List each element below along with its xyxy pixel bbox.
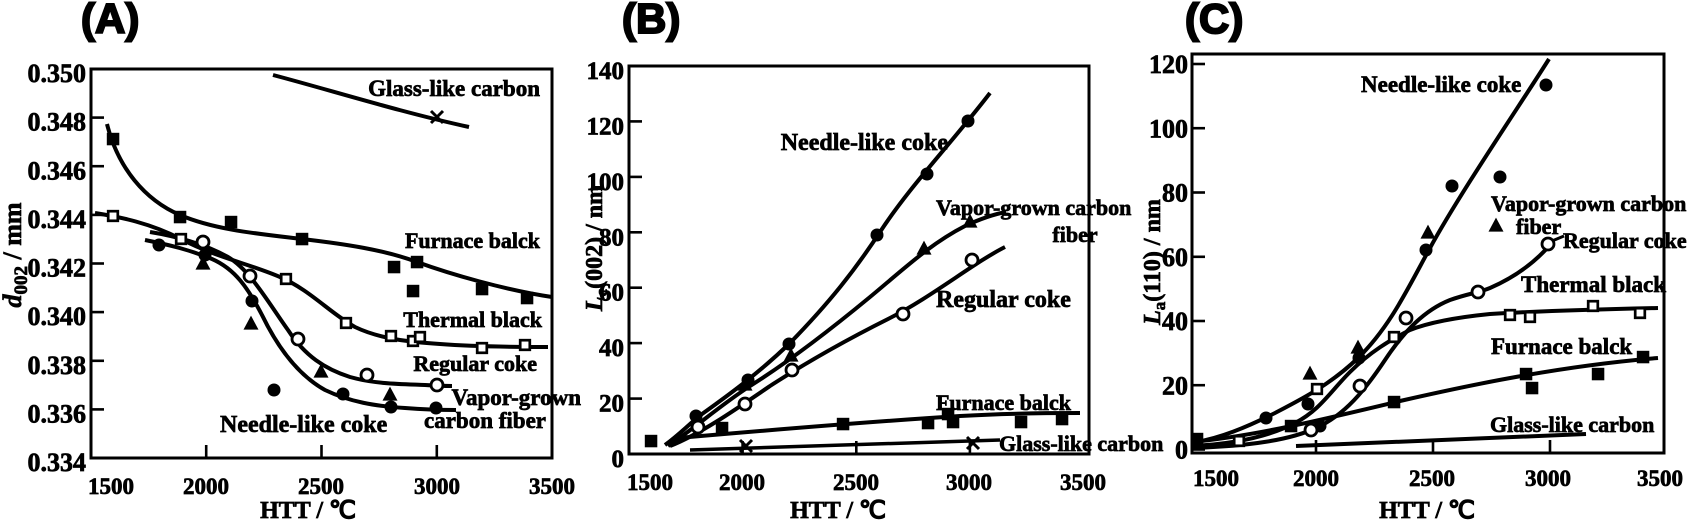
svg-text:3500: 3500 xyxy=(1637,466,1683,491)
svg-text:80: 80 xyxy=(1162,179,1188,208)
svg-text:2500: 2500 xyxy=(298,474,344,499)
svg-text:Vapor-grown carbon: Vapor-grown carbon xyxy=(936,195,1131,220)
svg-text:2000: 2000 xyxy=(719,470,765,495)
svg-text:Regular coke: Regular coke xyxy=(1563,228,1687,253)
svg-text:100: 100 xyxy=(587,169,625,196)
svg-text:Vapor-grown: Vapor-grown xyxy=(452,385,582,410)
svg-text:Thermal black: Thermal black xyxy=(403,307,542,332)
svg-text:0.346: 0.346 xyxy=(28,156,87,185)
svg-text:Lc(002) / nm: Lc(002) / nm xyxy=(582,185,611,312)
svg-text:fiber: fiber xyxy=(1516,214,1561,239)
svg-text:20: 20 xyxy=(1162,371,1188,400)
svg-text:Glass-like carbon: Glass-like carbon xyxy=(368,76,540,101)
svg-text:Furnace balck: Furnace balck xyxy=(405,228,541,253)
svg-text:0.350: 0.350 xyxy=(28,59,87,88)
svg-text:Vapor-grown carbon: Vapor-grown carbon xyxy=(1491,191,1686,216)
svg-text:60: 60 xyxy=(1162,243,1188,272)
svg-text:3500: 3500 xyxy=(1060,470,1106,495)
svg-text:2000: 2000 xyxy=(183,474,229,499)
svg-text:0.340: 0.340 xyxy=(28,302,87,331)
svg-text:3000: 3000 xyxy=(946,470,992,495)
svg-text:carbon fiber: carbon fiber xyxy=(424,408,546,433)
svg-text:Thermal black: Thermal black xyxy=(1521,272,1666,297)
svg-text:0: 0 xyxy=(1175,436,1188,465)
svg-text:100: 100 xyxy=(1149,114,1188,143)
svg-text:0.344: 0.344 xyxy=(28,205,87,234)
svg-text:d002 / mm: d002 / mm xyxy=(0,202,32,307)
svg-text:20: 20 xyxy=(599,391,624,418)
svg-text:3000: 3000 xyxy=(414,474,460,499)
svg-text:HTT / ℃: HTT / ℃ xyxy=(1379,498,1475,524)
svg-text:HTT / ℃: HTT / ℃ xyxy=(790,498,886,524)
svg-text:Glass-like carbon: Glass-like carbon xyxy=(1490,412,1654,437)
svg-text:0.338: 0.338 xyxy=(28,351,87,380)
svg-text:1500: 1500 xyxy=(88,474,134,499)
svg-text:0: 0 xyxy=(612,446,625,473)
svg-text:La(110) / nm: La(110) / nm xyxy=(1140,199,1169,326)
svg-text:Furnace balck: Furnace balck xyxy=(1491,334,1632,359)
svg-text:Needle-like coke: Needle-like coke xyxy=(1361,72,1521,97)
svg-text:(B): (B) xyxy=(622,0,680,42)
svg-text:fiber: fiber xyxy=(1052,222,1097,247)
svg-text:Regular coke: Regular coke xyxy=(936,287,1071,313)
svg-text:80: 80 xyxy=(599,224,624,251)
svg-text:2000: 2000 xyxy=(1293,466,1339,491)
svg-text:40: 40 xyxy=(1162,307,1188,336)
svg-text:1500: 1500 xyxy=(627,470,673,495)
svg-text:Glass-like carbon: Glass-like carbon xyxy=(999,431,1163,456)
svg-text:0.348: 0.348 xyxy=(28,108,87,137)
svg-text:(C): (C) xyxy=(1185,0,1243,42)
svg-text:140: 140 xyxy=(587,58,625,85)
svg-text:Needle-like coke: Needle-like coke xyxy=(220,412,388,438)
svg-text:0.342: 0.342 xyxy=(28,254,87,283)
svg-text:(A): (A) xyxy=(81,0,139,42)
svg-text:0.334: 0.334 xyxy=(28,448,87,477)
svg-text:HTT / ℃: HTT / ℃ xyxy=(260,498,356,524)
svg-text:60: 60 xyxy=(599,280,624,307)
svg-text:Regular coke: Regular coke xyxy=(413,351,537,376)
svg-text:2500: 2500 xyxy=(833,470,879,495)
svg-text:120: 120 xyxy=(587,113,625,140)
svg-text:120: 120 xyxy=(1149,50,1188,79)
svg-text:0.336: 0.336 xyxy=(28,399,87,428)
svg-text:40: 40 xyxy=(599,335,624,362)
svg-text:1500: 1500 xyxy=(1193,466,1239,491)
svg-text:Needle-like coke: Needle-like coke xyxy=(781,130,949,156)
svg-text:3000: 3000 xyxy=(1525,466,1571,491)
svg-text:3500: 3500 xyxy=(529,474,575,499)
svg-text:Furnace balck: Furnace balck xyxy=(936,390,1072,415)
svg-text:2500: 2500 xyxy=(1409,466,1455,491)
